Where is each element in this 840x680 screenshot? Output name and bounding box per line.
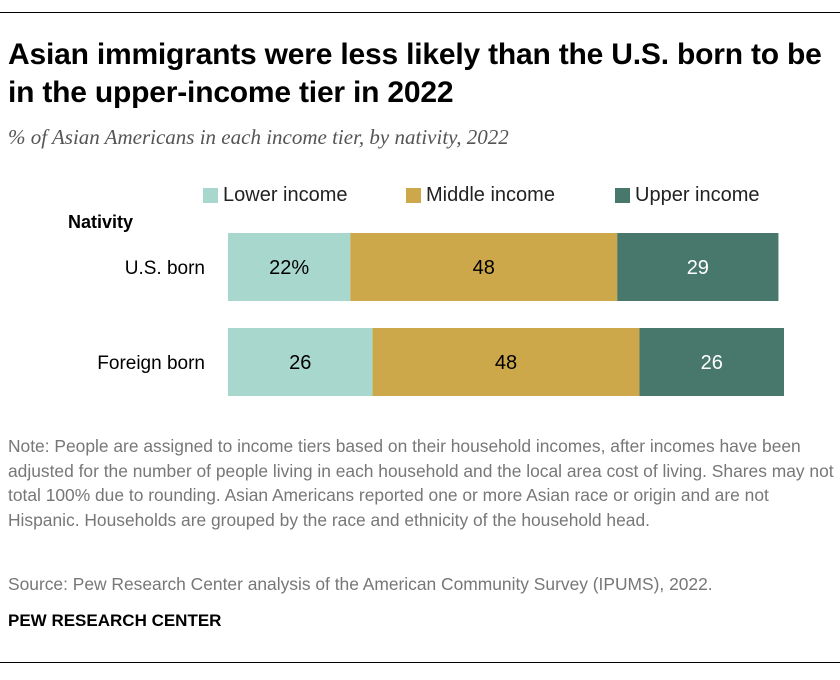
legend-label-middle-income: Middle income bbox=[426, 184, 555, 206]
top-rule bbox=[0, 12, 840, 13]
legend-item-upper-income: Upper income bbox=[615, 184, 760, 207]
brand-wordmark: PEW RESEARCH CENTER bbox=[8, 611, 222, 630]
chart-title: Asian immigrants were less likely than t… bbox=[8, 38, 822, 109]
category-label-u-s-born: U.S. born bbox=[125, 258, 205, 279]
stacked-bar-chart: U.S. born 22% 48 29 Foreign born 26 48 26 bbox=[97, 233, 784, 396]
bar-u-s-born-middle-income bbox=[350, 233, 618, 301]
data-label-foreign-born-lower-income: 26 bbox=[289, 352, 311, 374]
data-label-u-s-born-lower-income: 22% bbox=[269, 257, 309, 279]
legend-label-upper-income: Upper income bbox=[635, 184, 760, 206]
chart-note: Note: People are assigned to income tier… bbox=[8, 436, 834, 530]
bar-foreign-born-upper-income bbox=[639, 328, 784, 396]
chart-subtitle: % of Asian Americans in each income tier… bbox=[8, 125, 509, 149]
data-label-u-s-born-middle-income: 48 bbox=[473, 257, 495, 279]
data-label-u-s-born-upper-income: 29 bbox=[687, 257, 709, 279]
bar-u-s-born-lower-income bbox=[228, 233, 351, 301]
chart-source: Source: Pew Research Center analysis of … bbox=[8, 574, 713, 594]
legend-swatch-middle-income bbox=[406, 188, 421, 203]
group-label-nativity: Nativity bbox=[68, 212, 134, 232]
legend-item-lower-income: Lower income bbox=[203, 184, 348, 207]
legend-label-lower-income: Lower income bbox=[223, 184, 348, 206]
bar-u-s-born-upper-income bbox=[617, 233, 779, 301]
bottom-rule bbox=[0, 662, 840, 663]
bar-foreign-born-lower-income bbox=[228, 328, 373, 396]
legend-swatch-lower-income bbox=[203, 188, 218, 203]
legend-swatch-upper-income bbox=[615, 188, 630, 203]
data-label-foreign-born-middle-income: 48 bbox=[495, 352, 517, 374]
bar-foreign-born-middle-income bbox=[372, 328, 640, 396]
category-label-foreign-born: Foreign born bbox=[97, 353, 205, 374]
legend-item-middle-income: Middle income bbox=[406, 184, 555, 207]
data-label-foreign-born-upper-income: 26 bbox=[701, 352, 723, 374]
legend: Lower income Middle income Upper income bbox=[0, 184, 840, 210]
